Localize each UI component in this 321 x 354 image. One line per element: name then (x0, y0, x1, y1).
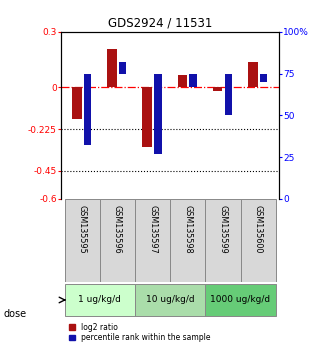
Bar (84, 74, 91, 145)
FancyBboxPatch shape (100, 199, 135, 282)
Bar (154, 74, 161, 154)
FancyBboxPatch shape (240, 199, 276, 282)
Text: dose: dose (3, 309, 26, 319)
Bar (248, 62, 258, 87)
FancyBboxPatch shape (205, 284, 276, 316)
FancyBboxPatch shape (135, 199, 170, 282)
Bar (107, 48, 117, 87)
Bar (72, 87, 82, 119)
FancyBboxPatch shape (170, 199, 205, 282)
Text: 10 ug/kg/d: 10 ug/kg/d (146, 296, 195, 304)
Bar (189, 74, 197, 87)
Text: GSM135596: GSM135596 (113, 205, 122, 254)
Bar (224, 74, 232, 115)
Bar (143, 87, 152, 147)
FancyBboxPatch shape (135, 284, 205, 316)
Bar (119, 62, 126, 74)
Bar (260, 74, 267, 82)
Text: GSM135598: GSM135598 (183, 205, 192, 254)
Bar (178, 75, 187, 87)
Text: GSM135595: GSM135595 (78, 205, 87, 254)
FancyBboxPatch shape (65, 199, 100, 282)
Text: GSM135597: GSM135597 (148, 205, 157, 254)
FancyBboxPatch shape (205, 199, 240, 282)
Bar (213, 87, 222, 91)
Text: 1 ug/kg/d: 1 ug/kg/d (78, 296, 121, 304)
Text: GSM135599: GSM135599 (218, 205, 228, 254)
Legend: log2 ratio, percentile rank within the sample: log2 ratio, percentile rank within the s… (69, 322, 211, 342)
FancyBboxPatch shape (65, 284, 135, 316)
Text: 1000 ug/kg/d: 1000 ug/kg/d (211, 296, 271, 304)
Text: GSM135600: GSM135600 (254, 205, 263, 254)
Text: GDS2924 / 11531: GDS2924 / 11531 (108, 17, 213, 30)
